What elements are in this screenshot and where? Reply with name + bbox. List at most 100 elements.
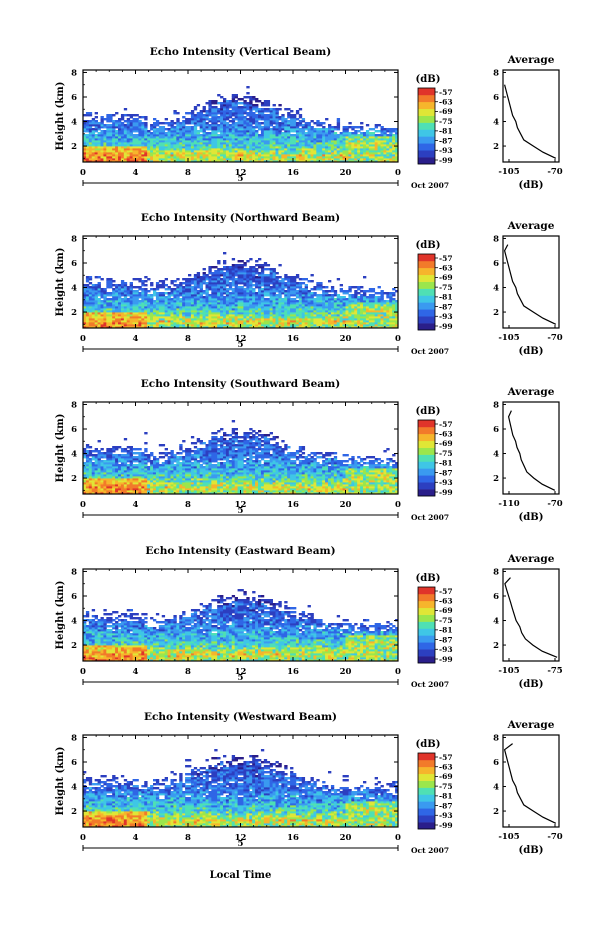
heatmap-cell [246,300,250,303]
heatmap-cell [199,124,203,127]
heatmap-cell [150,138,154,141]
heatmap-cell [240,302,244,305]
heatmap-cell [293,148,297,151]
heatmap-cell [106,136,110,139]
heatmap-cell [316,158,320,161]
heatmap-cell [150,284,154,287]
heatmap-cell [208,304,212,307]
heatmap-cell [185,148,189,151]
heatmap-cell [205,140,209,143]
heatmap-cell [290,322,294,325]
heatmap-cell [328,160,332,163]
heatmap-cell [298,300,303,303]
heatmap-cell [164,140,168,143]
heatmap-cell [202,130,206,133]
heatmap-cell [225,278,230,281]
heatmap-cell [295,308,300,311]
heatmap-cell [357,138,361,141]
heatmap-cell [249,314,253,317]
heatmap-cell [255,152,259,155]
heatmap-cell [371,142,376,145]
heatmap-cell [272,324,276,327]
heatmap-cell [272,298,276,301]
heatmap-cell [147,148,151,151]
heatmap-cell [120,304,125,307]
heatmap-cell [365,132,370,135]
heatmap-cell [281,150,285,153]
heatmap-cell [328,280,332,283]
heatmap-cell [345,140,349,143]
heatmap-cell [129,318,133,321]
heatmap-cell [103,290,107,293]
heatmap-cell [240,312,244,315]
heatmap-cell [383,136,387,139]
heatmap-cell [295,276,300,279]
heatmap-cell [278,280,282,283]
heatmap-cell [319,122,323,125]
heatmap-cell [234,126,238,129]
heatmap-cell [214,276,218,279]
heatmap-cell [240,296,244,299]
colorbar-tick-label: -93 [439,146,453,155]
heatmap-cell [304,124,308,127]
heatmap-cell [205,310,209,313]
heatmap-cell [88,112,93,115]
heatmap-cell [88,322,93,325]
heatmap-cell [100,130,104,133]
heatmap-cell [260,110,265,113]
heatmap-cell [278,294,282,297]
heatmap-cell [208,308,212,311]
heatmap-cell [147,318,151,321]
heatmap-cell [173,308,177,311]
heatmap-cell [295,134,300,137]
heatmap-cell [240,156,244,159]
heatmap-cell [100,116,104,119]
heatmap-cell [138,146,142,149]
heatmap-cell [123,286,128,289]
heatmap-cell [295,300,300,303]
heatmap-cell [188,282,192,285]
heatmap-cell [91,122,96,125]
heatmap-cell [85,288,90,291]
heatmap-cell [272,132,276,135]
heatmap-cell [97,316,101,319]
heatmap-cell [135,158,139,161]
heatmap-cell [333,136,338,139]
heatmap-cell [118,284,122,287]
heatmap-cell [211,274,215,277]
heatmap-cell [301,140,306,143]
heatmap-cell [225,104,230,107]
heatmap-cell [293,314,297,317]
heatmap-cell [188,280,192,283]
heatmap-cell [371,136,376,139]
heatmap-cell [223,120,227,123]
heatmap-cell [196,290,201,293]
heatmap-cell [301,312,306,315]
heatmap-cell [220,294,224,297]
heatmap-cell [275,322,279,325]
heatmap-cell [182,324,186,327]
heatmap-cell [316,294,320,297]
heatmap-cell [293,308,297,311]
heatmap-cell [120,284,125,287]
heatmap-cell [141,294,145,297]
heatmap-cell [336,150,341,153]
heatmap-cell [126,158,131,161]
heatmap-cell [252,274,256,277]
heatmap-cell [272,158,276,161]
heatmap-cell [246,160,250,163]
heatmap-cell [176,326,180,329]
heatmap-cell [88,312,93,315]
heatmap-cell [182,302,186,305]
heatmap-cell [196,298,201,301]
heatmap-cell [115,160,119,163]
heatmap-cell [246,302,250,305]
heatmap-cell [281,302,285,305]
heatmap-cell [255,98,259,101]
heatmap-cell [164,146,168,149]
heatmap-cell [284,120,288,123]
heatmap-cell [112,148,116,151]
heatmap-cell [281,152,285,155]
heatmap-cell [112,326,116,329]
heatmap-cell [345,136,349,139]
